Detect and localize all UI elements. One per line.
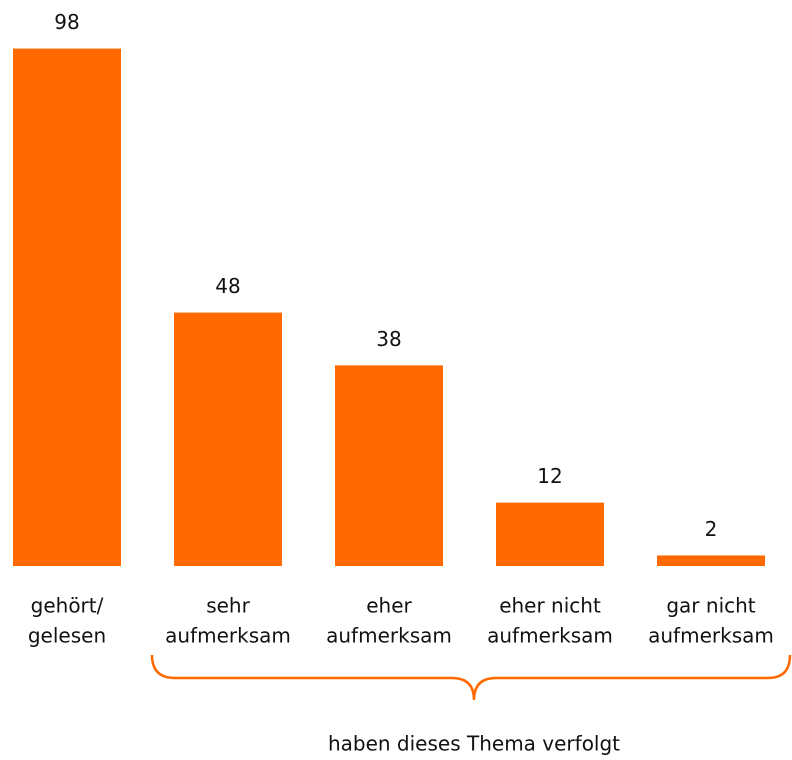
x-tick-label: aufmerksam: [648, 624, 774, 648]
x-tick-label: gar nicht: [666, 594, 755, 618]
bar: [13, 48, 121, 567]
value-label: 38: [376, 327, 401, 351]
x-tick-label: gelesen: [28, 624, 106, 648]
bar: [496, 502, 604, 566]
x-tick-label: aufmerksam: [487, 624, 613, 648]
value-label: 98: [54, 10, 79, 34]
x-tick-label: aufmerksam: [326, 624, 452, 648]
value-label: 48: [215, 274, 240, 298]
x-tick-label: aufmerksam: [165, 624, 291, 648]
value-label: 2: [705, 517, 718, 541]
x-tick-label: gehört/: [31, 594, 104, 618]
x-tick-label: eher: [366, 594, 412, 618]
x-tick-label: eher nicht: [499, 594, 601, 618]
x-tick-label: sehr: [206, 594, 250, 618]
annotation: haben dieses Thema verfolgt: [328, 732, 620, 756]
value-label: 12: [537, 464, 562, 488]
bar: [657, 555, 765, 566]
bar: [335, 365, 443, 566]
brace: [150, 654, 792, 701]
bar: [174, 312, 282, 566]
